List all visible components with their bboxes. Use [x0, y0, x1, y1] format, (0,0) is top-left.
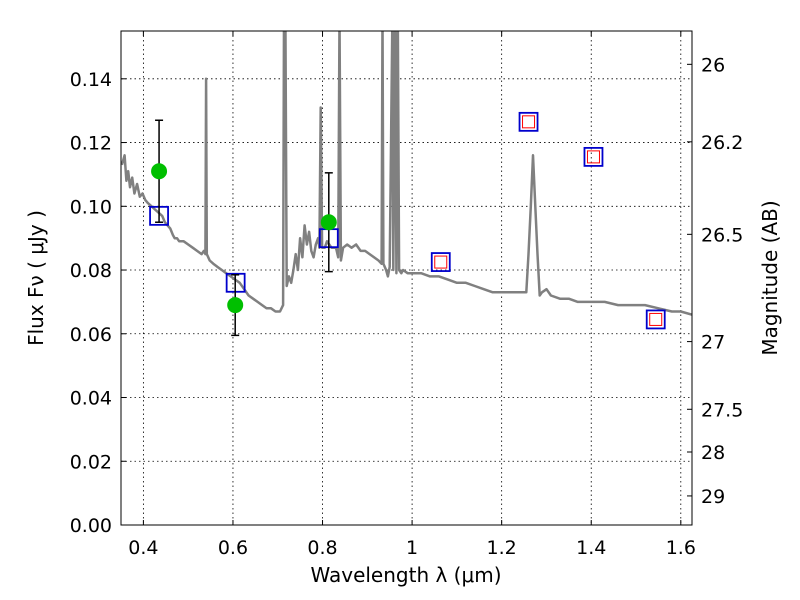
- observed-flux-point: [151, 163, 168, 180]
- mag-tick-label: 29: [701, 486, 725, 508]
- mag-tick-label: 28: [701, 442, 725, 464]
- y-tick-label: 0.06: [70, 324, 112, 346]
- y-axis-right-label: Magnitude (AB): [758, 200, 782, 355]
- marker-layer: [149, 111, 666, 337]
- y-tick-label: 0.02: [70, 451, 112, 473]
- data-layer: [121, 31, 692, 316]
- y-tick-label: 0.00: [70, 515, 112, 537]
- x-tick-label: 1.6: [666, 537, 696, 559]
- mag-tick-label: 26.2: [701, 132, 743, 154]
- mag-tick-label: 26.5: [701, 224, 743, 246]
- predicted-flux-inner-square: [434, 255, 448, 269]
- mag-tick-label: 27.5: [701, 399, 743, 421]
- plot-frame: [120, 30, 693, 526]
- model-spectrum-line: [121, 31, 692, 316]
- x-tick-label: 1: [406, 537, 418, 559]
- predicted-flux-square: [583, 146, 604, 167]
- predicted-flux-inner-square: [649, 312, 663, 326]
- observed-flux-point: [320, 214, 337, 231]
- x-axis-label: Wavelength λ (μm): [310, 563, 501, 587]
- y-tick-label: 0.08: [70, 260, 112, 282]
- x-tick-label: 0.4: [128, 537, 158, 559]
- mag-tick-label: 27: [701, 332, 725, 354]
- y-axis-left-label: Flux Fν ( μJy ): [24, 210, 48, 346]
- predicted-flux-square: [518, 111, 539, 132]
- plot-area: [121, 31, 692, 525]
- x-tick-label: 1.2: [487, 537, 517, 559]
- predicted-flux-inner-square: [522, 115, 536, 129]
- y-tick-label: 0.12: [70, 133, 112, 155]
- axes: 0.4 0.6 0.8 1 1.2 1.4 1.6 0.00 0.02 0.04 0.06 0.08 0…: [70, 31, 743, 559]
- predicted-flux-inner-square: [586, 150, 600, 164]
- y-tick-label: 0.14: [70, 69, 112, 91]
- y-tick-label: 0.04: [70, 388, 112, 410]
- x-tick-label: 0.6: [218, 537, 248, 559]
- y-tick-label: 0.10: [70, 196, 112, 218]
- observed-flux-point: [227, 297, 244, 314]
- x-tick-label: 0.8: [307, 537, 337, 559]
- mag-tick-label: 26: [701, 54, 725, 76]
- x-tick-label: 1.4: [576, 537, 606, 559]
- predicted-flux-square: [430, 252, 451, 272]
- predicted-flux-square: [645, 309, 666, 330]
